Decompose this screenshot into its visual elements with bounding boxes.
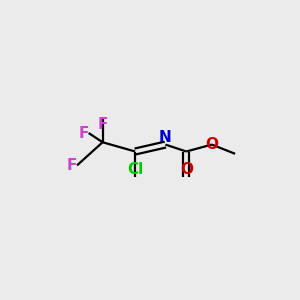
Text: F: F [78, 125, 89, 140]
Text: O: O [206, 137, 218, 152]
Text: F: F [98, 117, 108, 132]
Text: F: F [67, 158, 77, 173]
Text: Cl: Cl [127, 162, 143, 177]
Text: O: O [180, 162, 193, 177]
Text: N: N [159, 130, 172, 145]
